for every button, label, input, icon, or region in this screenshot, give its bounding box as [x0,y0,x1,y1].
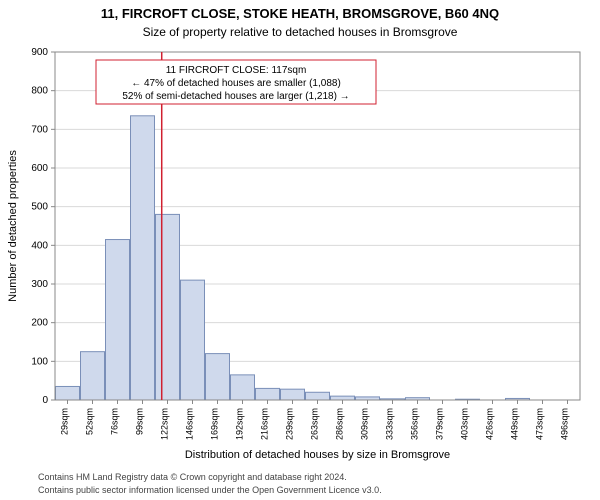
annotation-line3: 52% of semi-detached houses are larger (… [122,91,349,102]
histogram-bar [156,214,180,400]
x-tick-label: 146sqm [185,408,195,440]
histogram-chart: 0 100 200 300 400 500 600 700 800 900 29sqm 52sqm 76… [0,0,600,500]
histogram-bar [331,396,355,400]
x-tick-label: 356sqm [410,408,420,440]
x-tick-label: 286sqm [335,408,345,440]
x-tick-label: 192sqm [235,408,245,440]
x-tick-label: 496sqm [560,408,570,440]
histogram-bar [131,116,155,400]
y-tick-label: 600 [31,163,48,174]
y-tick-label: 900 [31,47,48,58]
x-tick-label: 263sqm [310,408,320,440]
x-tick-label: 216sqm [260,408,270,440]
x-tick-label: 76sqm [110,408,120,435]
x-tick-label: 449sqm [510,408,520,440]
footnote-line2: Contains public sector information licen… [38,485,382,495]
y-tick-label: 300 [31,279,48,290]
y-tick-label: 100 [31,356,48,367]
x-tick-label: 379sqm [435,408,445,440]
footnote-line1: Contains HM Land Registry data © Crown c… [38,472,347,482]
annotation-line2: ← 47% of detached houses are smaller (1,… [131,78,341,89]
x-axis-label: Distribution of detached houses by size … [185,449,450,461]
y-tick-label: 700 [31,124,48,135]
chart-subtitle: Size of property relative to detached ho… [143,25,458,39]
x-tick-label: 169sqm [210,408,220,440]
histogram-bar [81,352,105,400]
chart-svg: 0 100 200 300 400 500 600 700 800 900 29sqm 52sqm 76… [0,0,600,500]
y-axis-label: Number of detached properties [7,150,19,302]
histogram-bar [106,240,130,400]
x-tick-label: 99sqm [135,408,145,435]
histogram-bar [231,375,255,400]
histogram-bar [56,386,80,400]
x-tick-label: 403sqm [460,408,470,440]
x-tick-label: 29sqm [60,408,70,435]
x-tick-label: 122sqm [160,408,170,440]
y-tick-label: 500 [31,202,48,213]
x-tick-label: 333sqm [385,408,395,440]
x-tick-label: 239sqm [285,408,295,440]
histogram-bar [181,280,205,400]
y-tick-label: 200 [31,318,48,329]
histogram-bar [256,388,280,400]
x-tick-label: 426sqm [485,408,495,440]
y-tick-label: 400 [31,240,48,251]
x-tick-label: 52sqm [85,408,95,435]
x-tick-label: 309sqm [360,408,370,440]
histogram-bar [281,389,305,400]
histogram-bar [206,354,230,400]
y-tick-label: 0 [42,395,48,406]
annotation-line1: 11 FIRCROFT CLOSE: 117sqm [166,65,307,76]
y-tick-label: 800 [31,86,48,97]
histogram-bar [306,392,330,400]
chart-title: 11, FIRCROFT CLOSE, STOKE HEATH, BROMSGR… [101,6,499,21]
x-tick-label: 473sqm [535,408,545,440]
